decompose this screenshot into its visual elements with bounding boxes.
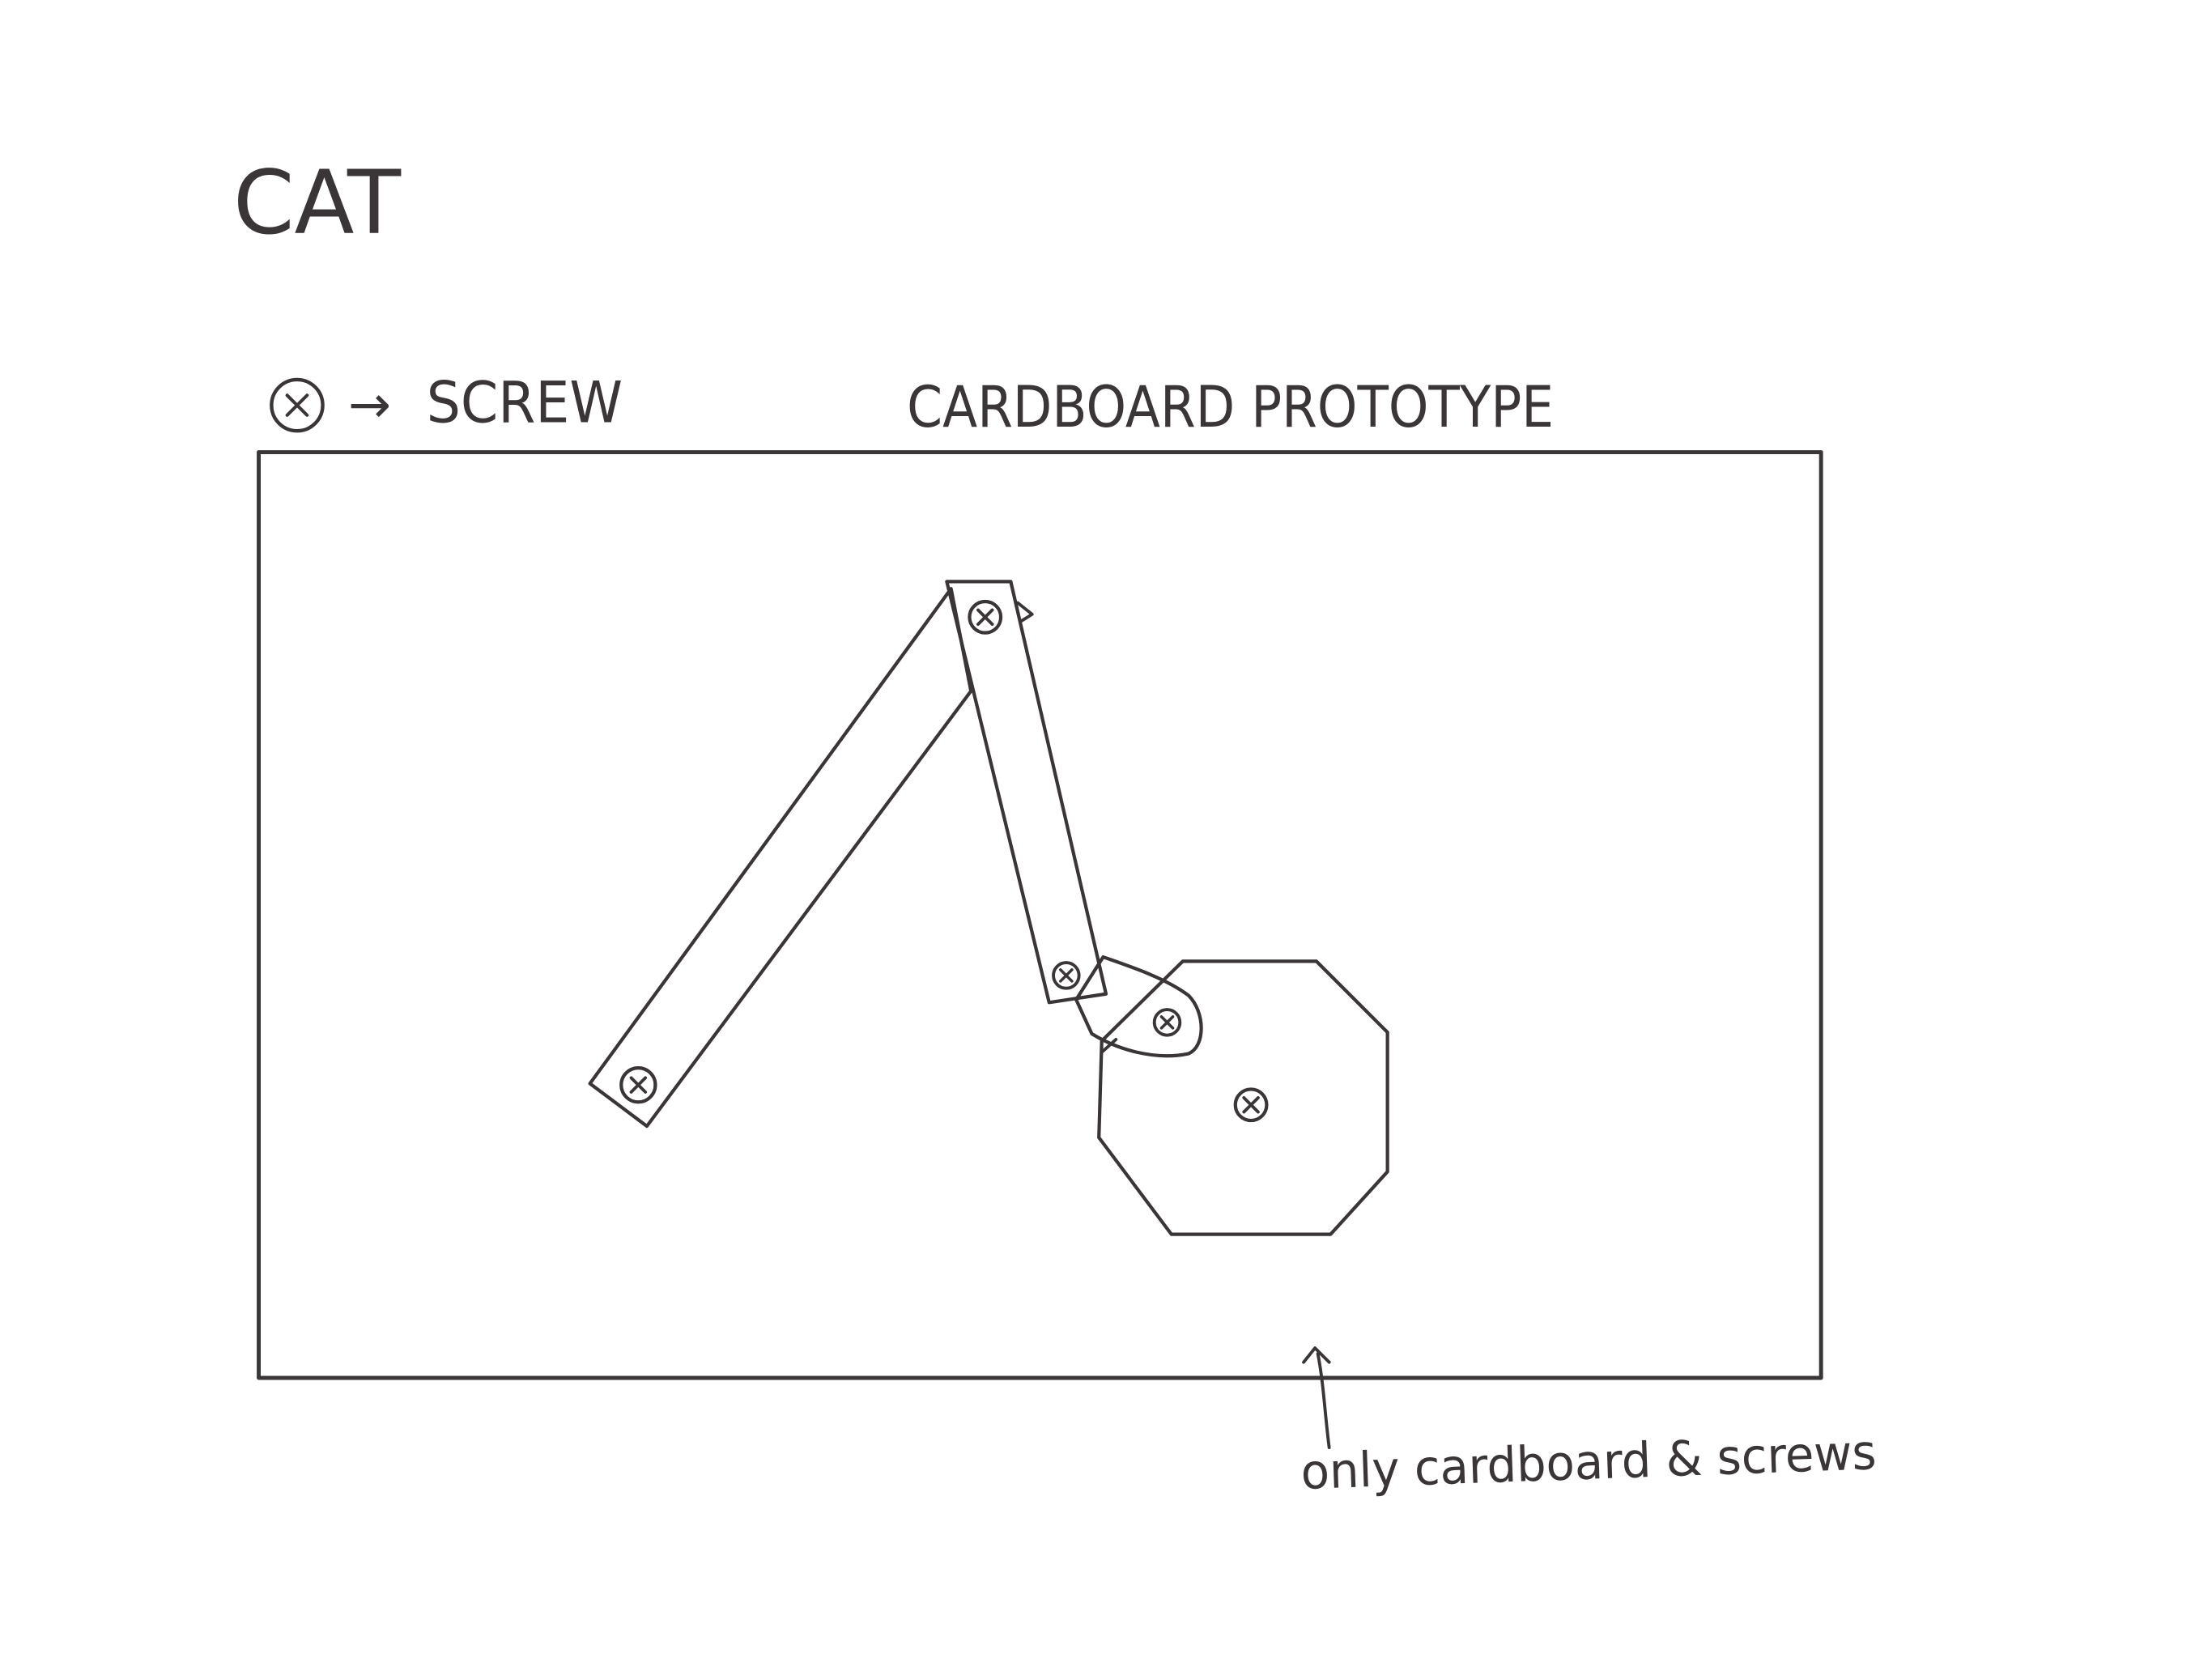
legend-label: SCREW (427, 370, 623, 436)
screw-top (968, 599, 1003, 635)
vertical-arm (945, 580, 1108, 1005)
screw-connector (1152, 1008, 1182, 1037)
screw-long-arm-end (619, 1065, 657, 1104)
connector-tab (1100, 1038, 1118, 1054)
screw-arm-bottom (1052, 961, 1081, 990)
octagon-wheel (1097, 959, 1389, 1236)
screw-icon (270, 377, 325, 433)
connector-link (1074, 954, 1203, 1058)
annotation-arrow (1302, 1346, 1331, 1449)
legend: → SCREW (270, 370, 623, 436)
sketch-title: CAT (233, 151, 402, 254)
sketch-heading: CARDBOARD PROTOTYPE (907, 374, 1554, 440)
vertical-arm-tab (1016, 601, 1034, 623)
cardboard-board (257, 450, 1823, 1380)
long-arm (588, 587, 973, 1129)
screw-wheel-center (1233, 1087, 1269, 1123)
legend-arrow: → (348, 375, 391, 435)
